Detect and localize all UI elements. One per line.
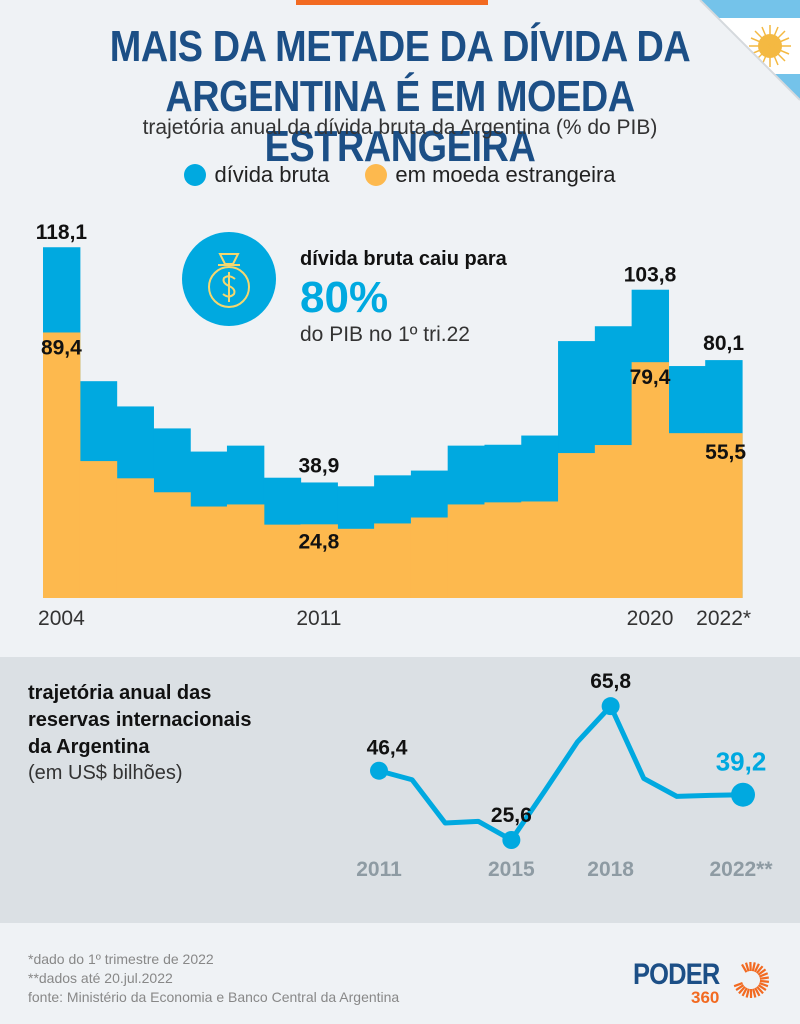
footnote-1: *dado do 1º trimestre de 2022 xyxy=(28,951,214,967)
reserves-x-tick-label: 2015 xyxy=(488,858,535,881)
bar-moeda-estrangeira xyxy=(558,453,596,598)
x-tick-label: 2011 xyxy=(296,607,341,630)
reserves-x-tick-label: 2011 xyxy=(356,858,402,881)
logo-text: PODER xyxy=(633,958,720,991)
callout-line-3: do PIB no 1º tri.22 xyxy=(300,323,470,346)
reserves-line xyxy=(378,703,744,843)
reserves-data-label: 25,6 xyxy=(491,804,532,827)
data-label: 118,1 xyxy=(36,221,88,244)
reserves-x-tick-label: 2018 xyxy=(587,858,634,881)
data-label: 55,5 xyxy=(705,441,746,464)
sun-burst-icon xyxy=(733,961,770,998)
bar-moeda-estrangeira xyxy=(337,528,375,598)
bar-moeda-estrangeira xyxy=(116,478,154,598)
bar-moeda-estrangeira xyxy=(43,332,81,598)
callout-value: 80% xyxy=(300,273,389,322)
bar-moeda-estrangeira xyxy=(374,523,412,598)
data-label: 79,4 xyxy=(630,366,671,389)
bar-moeda-estrangeira xyxy=(153,492,191,598)
data-label: 24,8 xyxy=(298,530,339,553)
bar-moeda-estrangeira xyxy=(226,504,265,598)
footer-notes: *dado do 1º trimestre de 2022 **dados at… xyxy=(28,950,399,1007)
reserves-data-label: 39,2 xyxy=(716,747,767,777)
bar-moeda-estrangeira xyxy=(594,445,633,598)
reserves-title: trajetória anual das reservas internacio… xyxy=(28,680,251,761)
page-title: MAIS DA METADE DA DÍVIDA DA ARGENTINA É … xyxy=(56,22,744,172)
bar-moeda-estrangeira xyxy=(300,524,338,598)
legend-label: dívida bruta xyxy=(214,162,330,187)
reserves-marker xyxy=(370,761,388,780)
bar-moeda-estrangeira xyxy=(410,517,449,598)
reserves-title-line-2: reservas internacionais xyxy=(28,709,252,731)
bar-moeda-estrangeira xyxy=(263,524,302,598)
callout: dívida bruta caiu para 80% do PIB no 1º … xyxy=(300,248,507,347)
legend-swatch-orange xyxy=(365,164,388,186)
data-label: 80,1 xyxy=(703,332,744,355)
x-tick-label: 2004 xyxy=(38,607,85,630)
data-label: 38,9 xyxy=(298,454,339,477)
source-note: fonte: Ministério da Economia e Banco Ce… xyxy=(28,989,400,1005)
callout-line-1: dívida bruta caiu para xyxy=(300,248,507,270)
bar-moeda-estrangeira xyxy=(668,433,706,598)
reserves-marker xyxy=(731,782,755,807)
reserves-marker xyxy=(502,831,521,849)
reserves-marker xyxy=(601,697,620,716)
legend-item-moeda-estrangeira: em moeda estrangeira xyxy=(365,162,616,188)
top-accent-bar xyxy=(296,0,488,5)
logo-number: 360 xyxy=(691,988,720,1007)
bar-moeda-estrangeira xyxy=(521,501,559,598)
bar-moeda-estrangeira xyxy=(631,362,670,598)
x-tick-label: 2020 xyxy=(627,607,674,630)
legend-item-divida-bruta: dívida bruta xyxy=(184,162,329,188)
bar-moeda-estrangeira xyxy=(705,433,743,598)
bar-moeda-estrangeira xyxy=(447,504,486,598)
bar-moeda-estrangeira xyxy=(190,506,228,598)
reserves-x-tick-label: 2022** xyxy=(709,858,773,881)
bar-moeda-estrangeira xyxy=(79,461,118,598)
title-line-1: MAIS DA METADE DA DÍVIDA DA xyxy=(109,22,691,71)
argentina-flag-icon xyxy=(690,0,800,110)
legend-swatch-blue xyxy=(184,164,207,186)
footnote-2: **dados até 20.jul.2022 xyxy=(28,970,173,986)
data-label: 89,4 xyxy=(41,336,82,359)
reserves-title-line-3: da Argentina xyxy=(28,736,150,758)
data-label: 103,8 xyxy=(624,264,677,287)
x-tick-label: 2022* xyxy=(696,607,751,630)
bar-moeda-estrangeira xyxy=(484,502,522,598)
legend-label: em moeda estrangeira xyxy=(395,162,616,187)
reserves-data-label: 65,8 xyxy=(590,670,631,693)
chart-subtitle: trajetória anual da dívida bruta da Arge… xyxy=(142,116,658,139)
debt-chart: 2004 2011 2020 2022* 118,1 89,4 38,9 24,8 103,8 7… xyxy=(36,221,751,630)
money-bag-icon xyxy=(182,232,276,326)
reserves-units: (em US$ bilhões) xyxy=(28,762,183,784)
poder360-logo: PODER 360 xyxy=(633,958,770,1007)
reserves-data-label: 46,4 xyxy=(367,737,408,760)
title-line-2: ARGENTINA É EM MOEDA ESTRANGEIRA xyxy=(165,72,635,171)
reserves-title-line-1: trajetória anual das xyxy=(28,682,212,704)
legend: dívida bruta em moeda estrangeira xyxy=(0,162,800,188)
